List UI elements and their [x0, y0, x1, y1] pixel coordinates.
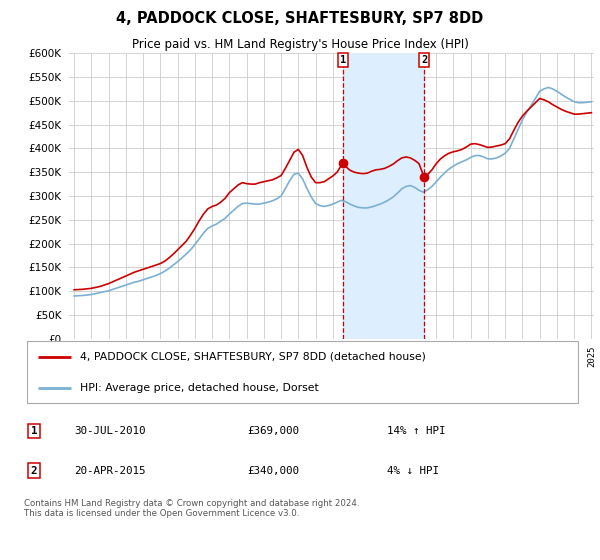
Bar	[343, 53, 424, 339]
Text: 4, PADDOCK CLOSE, SHAFTESBURY, SP7 8DD: 4, PADDOCK CLOSE, SHAFTESBURY, SP7 8DD	[116, 11, 484, 26]
Text: HPI: Average price, detached house, Dorset: HPI: Average price, detached house, Dors…	[80, 383, 319, 393]
Text: 4, PADDOCK CLOSE, SHAFTESBURY, SP7 8DD (detached house): 4, PADDOCK CLOSE, SHAFTESBURY, SP7 8DD (…	[80, 352, 425, 362]
Text: £369,000: £369,000	[247, 426, 299, 436]
Text: 1: 1	[340, 55, 346, 64]
Text: 30-JUL-2010: 30-JUL-2010	[74, 426, 146, 436]
Text: 14% ↑ HPI: 14% ↑ HPI	[387, 426, 445, 436]
Text: 2: 2	[421, 55, 427, 64]
Text: Contains HM Land Registry data © Crown copyright and database right 2024.
This d: Contains HM Land Registry data © Crown c…	[24, 499, 359, 518]
Text: 4% ↓ HPI: 4% ↓ HPI	[387, 465, 439, 475]
FancyBboxPatch shape	[27, 342, 578, 403]
Text: £340,000: £340,000	[247, 465, 299, 475]
Text: Price paid vs. HM Land Registry's House Price Index (HPI): Price paid vs. HM Land Registry's House …	[131, 38, 469, 52]
Text: 1: 1	[31, 426, 37, 436]
Text: 20-APR-2015: 20-APR-2015	[74, 465, 146, 475]
Text: 2: 2	[31, 465, 37, 475]
